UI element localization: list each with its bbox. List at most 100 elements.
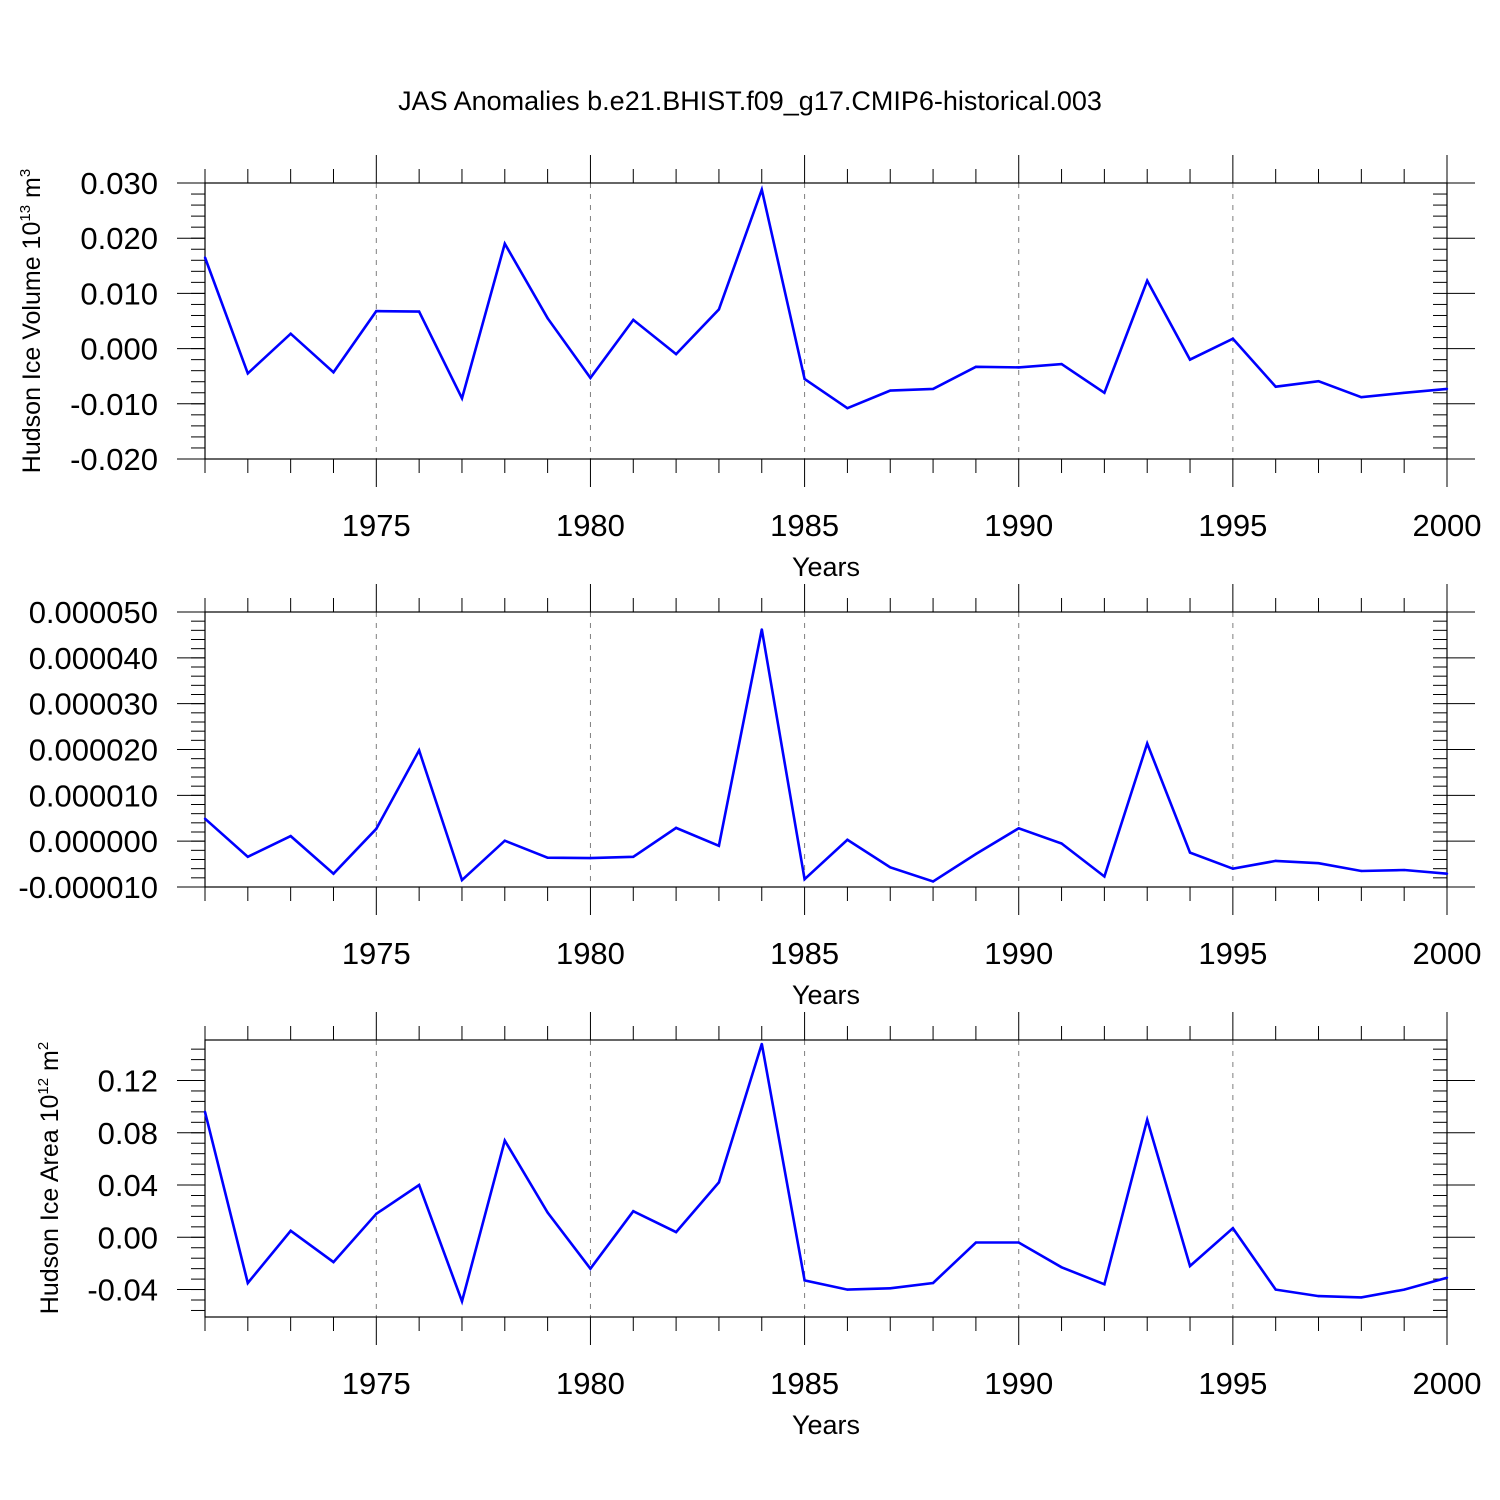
data-point (717, 844, 721, 847)
y-tick-label: 0.08 (98, 1116, 158, 1151)
data-point (760, 1042, 763, 1046)
data-point (1402, 1288, 1406, 1291)
data-point (375, 1212, 378, 1215)
y-axis-label: Hudson Ice Area 1012 m2 (35, 1042, 64, 1314)
data-point (546, 856, 549, 859)
y-tick-label: 0.000030 (29, 687, 158, 722)
data-point (760, 628, 763, 631)
data-point (246, 372, 250, 375)
series-line (204, 629, 1448, 883)
plot-frame (204, 182, 1448, 460)
data-point (289, 332, 292, 335)
series-line (203, 1043, 1448, 1306)
data-point (503, 242, 506, 245)
data-point (632, 318, 635, 322)
panel-ice-volume: 1975 1980 1985 1990 1995 2000 Years -0.020 -0.01… (17, 155, 1481, 582)
data-point (889, 389, 892, 392)
x-tick-label: 1980 (556, 936, 625, 971)
x-tick-label: 1995 (1198, 936, 1267, 971)
x-tick-label: 1985 (770, 1366, 839, 1401)
data-point (674, 826, 678, 830)
data-point (974, 1241, 978, 1244)
x-tick-label: 1995 (1198, 508, 1267, 543)
data-point (803, 878, 806, 881)
data-point (1360, 395, 1363, 399)
data-point (203, 256, 207, 259)
data-point (1103, 1283, 1106, 1286)
data-point (1445, 387, 1449, 391)
data-point (974, 852, 978, 856)
data-point (803, 1279, 806, 1282)
data-point (889, 866, 892, 869)
y-tick-label: -0.04 (87, 1273, 158, 1308)
panel-middle-panel: 1975 1980 1985 1990 1995 2000 Years -0.000010 0.… (18, 584, 1481, 1010)
data-point (1231, 867, 1235, 870)
x-tick-label: 1990 (984, 936, 1053, 971)
y-tick-label: 0.00 (98, 1220, 158, 1255)
plot-frame (204, 1039, 1448, 1318)
data-point (589, 856, 592, 860)
data-point (503, 1139, 506, 1142)
y-axis-label: Hudson Ice Volume 1013 m3 (17, 169, 46, 473)
x-tick-label: 1985 (770, 936, 839, 971)
y-tick-label: -0.020 (70, 442, 158, 477)
data-point (332, 1260, 335, 1264)
x-axis-label: Years (792, 980, 860, 1010)
data-point (460, 397, 464, 400)
data-point (1445, 872, 1449, 875)
data-point (203, 1110, 207, 1114)
data-point (1274, 1288, 1277, 1291)
y-tick-label: 0.020 (80, 221, 158, 256)
data-point (289, 834, 292, 838)
data-point (1445, 1276, 1449, 1280)
data-point (460, 1300, 464, 1303)
series-line (203, 184, 1448, 410)
data-point (1231, 1226, 1235, 1230)
x-tick-label: 1975 (342, 1366, 411, 1401)
data-point (846, 1288, 849, 1291)
data-point (931, 387, 935, 391)
y-tick-label: 0.000050 (29, 595, 158, 630)
data-point (931, 880, 935, 883)
data-point (332, 872, 335, 875)
data-point (1188, 358, 1192, 361)
data-point (1017, 366, 1020, 369)
data-point (1317, 1294, 1320, 1298)
data-point (760, 188, 763, 191)
x-tick-label: 1985 (770, 508, 839, 543)
data-point (332, 371, 335, 374)
data-point (1146, 742, 1149, 745)
x-tick-label: 1990 (984, 1366, 1053, 1401)
data-point (1231, 337, 1235, 340)
y-tick-label: 0.000040 (29, 641, 158, 676)
data-point (846, 407, 849, 410)
data-point (846, 838, 849, 841)
data-point (1017, 827, 1020, 830)
data-point (1188, 1264, 1192, 1268)
data-point (1060, 1266, 1063, 1269)
y-tick-label: 0.000 (80, 332, 158, 367)
data-point (1060, 842, 1063, 845)
data-point (1060, 362, 1063, 366)
x-tick-label: 2000 (1413, 508, 1482, 543)
data-point (375, 309, 378, 313)
data-point (1402, 391, 1406, 394)
data-point (717, 1181, 721, 1184)
data-point (1103, 875, 1106, 878)
y-tick-label: 0.010 (80, 276, 158, 311)
data-point (974, 365, 978, 369)
data-point (460, 878, 464, 882)
data-point (1146, 1118, 1149, 1121)
data-point (803, 377, 806, 381)
data-point (417, 1183, 421, 1187)
y-tick-label: 0.12 (98, 1064, 158, 1099)
data-point (632, 1209, 635, 1213)
x-tick-label: 1980 (556, 508, 625, 543)
data-point (1317, 379, 1320, 383)
plot-frame (204, 611, 1448, 888)
data-point (289, 1229, 292, 1232)
data-point (674, 352, 678, 356)
x-tick-label: 1990 (984, 508, 1053, 543)
y-tick-label: 0.000010 (29, 778, 158, 813)
